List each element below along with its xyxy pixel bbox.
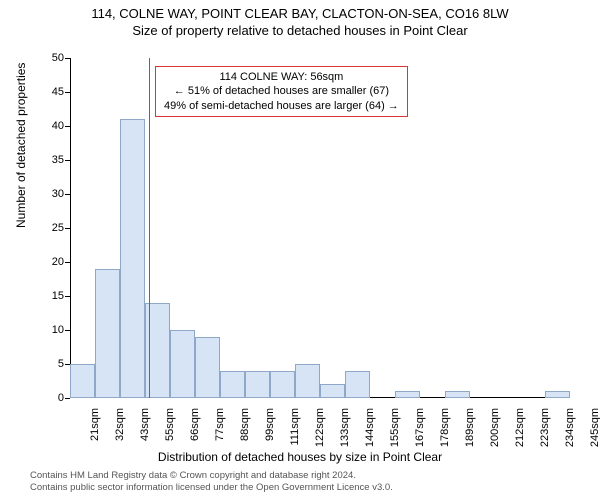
y-tick-label: 35 — [52, 154, 64, 166]
title-address: 114, COLNE WAY, POINT CLEAR BAY, CLACTON… — [0, 6, 600, 21]
y-tick-label: 50 — [52, 52, 64, 64]
y-tick-mark — [65, 262, 70, 263]
y-axis-line — [70, 58, 71, 398]
y-tick-label: 25 — [52, 222, 64, 234]
histogram-bar — [195, 337, 220, 398]
y-tick-label: 0 — [58, 392, 64, 404]
histogram-bar — [170, 330, 195, 398]
y-tick-label: 20 — [52, 256, 64, 268]
y-tick-mark — [65, 160, 70, 161]
histogram-bar — [270, 371, 295, 398]
x-axis-label: Distribution of detached houses by size … — [0, 450, 600, 464]
y-tick-label: 30 — [52, 188, 64, 200]
histogram-bar — [95, 269, 120, 398]
footer-attribution: Contains HM Land Registry data © Crown c… — [30, 470, 393, 494]
y-tick-label: 15 — [52, 290, 64, 302]
footer-line2: Contains public sector information licen… — [30, 482, 393, 494]
histogram-bar — [545, 391, 570, 398]
y-tick-label: 40 — [52, 120, 64, 132]
histogram-bar — [295, 364, 320, 398]
histogram-bar — [120, 119, 145, 398]
histogram-bar — [320, 384, 345, 398]
y-tick-label: 10 — [52, 324, 64, 336]
title-subtitle: Size of property relative to detached ho… — [0, 23, 600, 38]
chart-title: 114, COLNE WAY, POINT CLEAR BAY, CLACTON… — [0, 0, 600, 38]
y-tick-mark — [65, 330, 70, 331]
y-axis-label: Number of detached properties — [14, 63, 28, 228]
y-tick-mark — [65, 398, 70, 399]
histogram-bar — [345, 371, 370, 398]
histogram-bar — [70, 364, 95, 398]
y-tick-mark — [65, 92, 70, 93]
y-tick-label: 5 — [58, 358, 64, 370]
footer-line1: Contains HM Land Registry data © Crown c… — [30, 470, 393, 482]
annotation-box: 114 COLNE WAY: 56sqm← 51% of detached ho… — [155, 66, 408, 117]
annotation-line: 49% of semi-detached houses are larger (… — [164, 99, 399, 113]
y-tick-mark — [65, 126, 70, 127]
annotation-line: 114 COLNE WAY: 56sqm — [164, 70, 399, 84]
y-tick-label: 45 — [52, 86, 64, 98]
histogram-bar — [245, 371, 270, 398]
histogram-bar — [445, 391, 470, 398]
annotation-line: ← 51% of detached houses are smaller (67… — [164, 84, 399, 98]
histogram-bar — [220, 371, 245, 398]
histogram-bar — [395, 391, 420, 398]
y-tick-mark — [65, 58, 70, 59]
reference-line — [149, 58, 150, 398]
chart-plot-area: 0510152025303540455021sqm32sqm43sqm55sqm… — [70, 58, 570, 398]
y-tick-mark — [65, 228, 70, 229]
y-tick-mark — [65, 296, 70, 297]
y-tick-mark — [65, 194, 70, 195]
